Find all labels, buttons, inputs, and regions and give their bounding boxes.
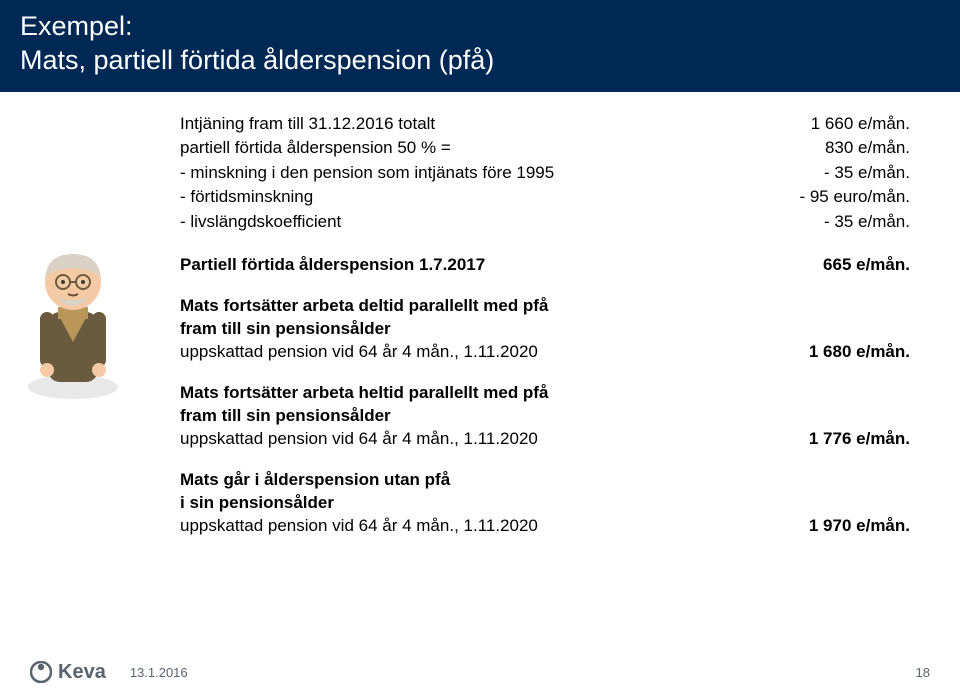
logo-icon [30,661,52,683]
line3: uppskattad pension vid 64 år 4 mån., 1.1… [180,515,789,538]
row-livslangd: - livslängdskoefficient - 35 e/mån. [180,210,910,235]
slide-footer: Keva 13.1.2016 18 [0,644,960,700]
row-minskning-1995: - minskning i den pension som intjänats … [180,161,910,186]
label: - livslängdskoefficient [180,210,804,235]
footer-date: 13.1.2016 [130,665,188,680]
line3: uppskattad pension vid 64 år 4 mån., 1.1… [180,428,789,451]
value: - 35 e/mån. [804,161,910,186]
value: 830 e/mån. [805,136,910,161]
line1: Mats fortsätter arbeta deltid parallellt… [180,295,910,318]
label: - förtidsminskning [180,185,779,210]
value: - 35 e/mån. [804,210,910,235]
value: 1 776 e/mån. [789,428,910,451]
footer-page: 18 [916,665,930,680]
value: 1 660 e/mån. [791,112,910,137]
line3: uppskattad pension vid 64 år 4 mån., 1.1… [180,341,789,364]
label: Partiell förtida ålderspension 1.7.2017 [180,253,803,278]
line2: fram till sin pensionsålder [180,318,910,341]
header-line2: Mats, partiell förtida ålderspension (pf… [20,44,940,78]
brand-logo: Keva [30,661,106,684]
line1: Mats fortsätter arbeta heltid parallellt… [180,382,910,405]
label: Intjäning fram till 31.12.2016 totalt [180,112,791,137]
brand-text: Keva [58,661,106,684]
avatar-svg [18,232,128,402]
value: 1 680 e/mån. [789,341,910,364]
scenario-utan: Mats går i ålderspension utan pfå i sin … [180,469,910,538]
value: - 95 euro/mån. [779,185,910,210]
scenario-heltid: Mats fortsätter arbeta heltid parallellt… [180,382,910,451]
row-partial-total: Partiell förtida ålderspension 1.7.2017 … [180,253,910,278]
row-intjaning: Intjäning fram till 31.12.2016 totalt 1 … [180,112,910,137]
header-line1: Exempel: [20,10,940,44]
slide-content: Intjäning fram till 31.12.2016 totalt 1 … [0,92,960,538]
row-fortidsminskning: - förtidsminskning - 95 euro/mån. [180,185,910,210]
label: partiell förtida ålderspension 50 % = [180,136,805,161]
label: - minskning i den pension som intjänats … [180,161,804,186]
value: 665 e/mån. [803,253,910,278]
line1: Mats går i ålderspension utan pfå [180,469,910,492]
row-partiell-50: partiell förtida ålderspension 50 % = 83… [180,136,910,161]
avatar [18,232,128,407]
value: 1 970 e/mån. [789,515,910,538]
line2: fram till sin pensionsålder [180,405,910,428]
scenario-deltid: Mats fortsätter arbeta deltid parallellt… [180,295,910,364]
line2: i sin pensionsålder [180,492,910,515]
data-rows: Intjäning fram till 31.12.2016 totalt 1 … [180,112,910,538]
slide-header: Exempel: Mats, partiell förtida ålderspe… [0,0,960,92]
